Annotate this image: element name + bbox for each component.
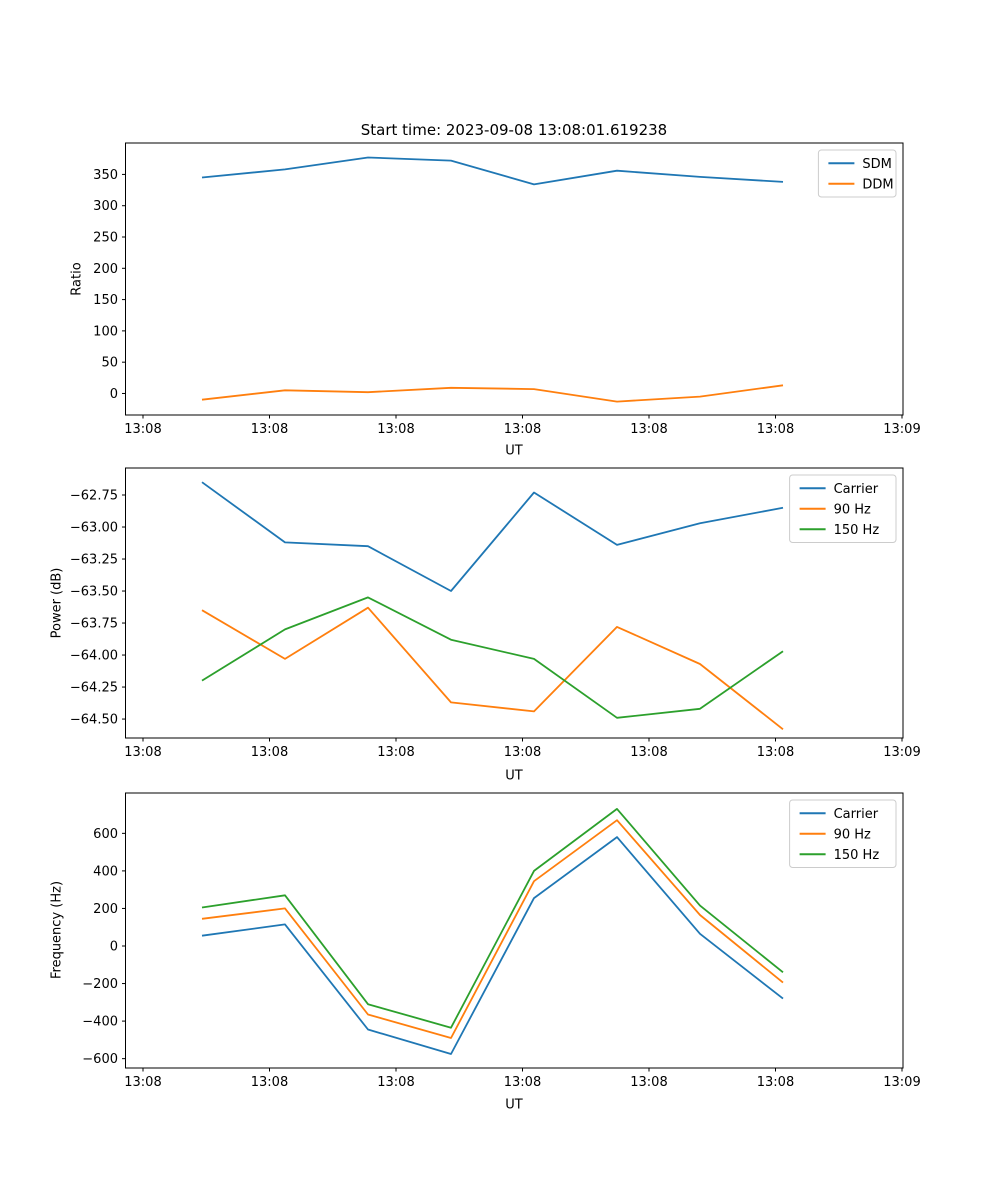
power-y-tick-label: −62.75	[70, 489, 118, 504]
frequency-y-tick-label: −600	[82, 1052, 118, 1067]
frequency-x-tick-label: 13:08	[251, 1075, 288, 1090]
frequency-legend-label: Carrier	[834, 807, 879, 822]
power-y-tick-label: −63.75	[70, 617, 118, 632]
ratio-y-tick-label: 300	[93, 199, 118, 214]
power-plot-border	[125, 467, 904, 739]
frequency-legend-label: 150 Hz	[834, 848, 880, 863]
power-x-axis-label: UT	[505, 768, 523, 784]
ratio-legend-label: DDM	[862, 177, 893, 192]
frequency-x-tick-label: 13:08	[630, 1075, 667, 1090]
frequency-y-tick-label: −200	[82, 977, 118, 992]
ratio-x-tick-label: 13:08	[124, 422, 161, 437]
ratio-y-tick-label: 250	[93, 231, 118, 246]
frequency-y-tick-label: 0	[110, 939, 118, 954]
power-legend-label: 150 Hz	[834, 523, 880, 538]
frequency-y-tick-label: 400	[93, 864, 118, 879]
ratio-x-tick-label: 13:08	[630, 422, 667, 437]
ratio-legend-box	[817, 149, 897, 198]
power-x-tick-label: 13:09	[883, 745, 920, 760]
power-series-line-carrier	[201, 481, 784, 592]
power-series-line-150-hz	[201, 596, 784, 719]
power-legend-label: Carrier	[834, 482, 879, 497]
frequency-y-tick-label: −400	[82, 1015, 118, 1030]
frequency-legend-box	[789, 799, 897, 868]
power-x-tick-label: 13:08	[124, 745, 161, 760]
power-x-tick-label: 13:08	[757, 745, 794, 760]
frequency-series-line-90-hz	[201, 819, 784, 1039]
ratio-x-tick-label: 13:08	[251, 422, 288, 437]
power-x-tick-label: 13:08	[251, 745, 288, 760]
frequency-series-line-150-hz	[201, 808, 784, 1029]
power-y-axis-label: Power (dB)	[49, 567, 65, 639]
ratio-y-tick-label: 0	[110, 387, 118, 402]
ratio-legend-label: SDM	[862, 157, 891, 172]
frequency-x-tick-label: 13:08	[377, 1075, 414, 1090]
power-y-tick-label: −63.50	[70, 585, 118, 600]
power-y-tick-label: −63.00	[70, 521, 118, 536]
ratio-series-line-ddm	[201, 384, 784, 403]
power-y-tick-label: −63.25	[70, 553, 118, 568]
ratio-x-tick-label: 13:08	[504, 422, 541, 437]
power-series-line-90-hz	[201, 606, 784, 731]
frequency-x-tick-label: 13:09	[883, 1075, 920, 1090]
frequency-y-tick-label: 200	[93, 902, 118, 917]
ratio-series-line-sdm	[201, 156, 784, 186]
power-x-tick-label: 13:08	[377, 745, 414, 760]
frequency-y-axis-label: Frequency (Hz)	[49, 880, 65, 980]
ratio-y-tick-label: 200	[93, 262, 118, 277]
frequency-x-tick-label: 13:08	[757, 1075, 794, 1090]
ratio-y-axis-label: Ratio	[69, 262, 85, 296]
ratio-y-tick-label: 150	[93, 293, 118, 308]
frequency-legend-label: 90 Hz	[834, 827, 871, 842]
ratio-y-tick-label: 350	[93, 168, 118, 183]
power-legend-box	[789, 474, 897, 543]
frequency-series-line-carrier	[201, 836, 784, 1055]
power-x-tick-label: 13:08	[630, 745, 667, 760]
power-y-tick-label: −64.00	[70, 649, 118, 664]
frequency-y-tick-label: 600	[93, 827, 118, 842]
power-legend-label: 90 Hz	[834, 502, 871, 517]
figure-title: Start time: 2023-09-08 13:08:01.619238	[360, 121, 668, 139]
frequency-x-axis-label: UT	[505, 1097, 523, 1113]
ratio-x-tick-label: 13:08	[377, 422, 414, 437]
ratio-y-tick-label: 50	[101, 356, 118, 371]
ratio-x-axis-label: UT	[505, 443, 523, 459]
ratio-x-tick-label: 13:08	[757, 422, 794, 437]
ratio-y-tick-label: 100	[93, 324, 118, 339]
frequency-x-tick-label: 13:08	[504, 1075, 541, 1090]
frequency-plot-border	[125, 792, 904, 1069]
frequency-x-tick-label: 13:08	[124, 1075, 161, 1090]
power-x-tick-label: 13:08	[504, 745, 541, 760]
power-y-tick-label: −64.25	[70, 681, 118, 696]
ratio-plot-border	[125, 142, 904, 416]
ratio-x-tick-label: 13:09	[883, 422, 920, 437]
power-y-tick-label: −64.50	[70, 713, 118, 728]
